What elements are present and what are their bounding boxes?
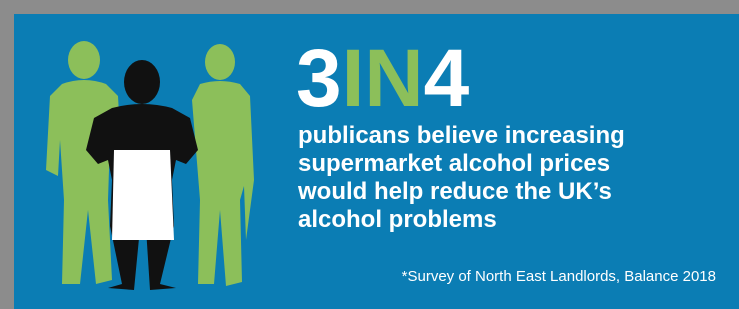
statement-line: publicans believe increasing bbox=[298, 122, 625, 149]
head bbox=[124, 60, 160, 104]
headline-number: 3 bbox=[296, 33, 342, 124]
head bbox=[205, 44, 235, 80]
headline-number: 4 bbox=[424, 33, 470, 124]
headline: 3IN4 bbox=[296, 33, 470, 124]
page: 3IN4 publicans believe increasing superm… bbox=[0, 0, 739, 309]
statement-line: would help reduce the UK’s bbox=[297, 178, 612, 205]
infographic: 3IN4 publicans believe increasing superm… bbox=[0, 0, 739, 309]
statement-line: supermarket alcohol prices bbox=[298, 150, 610, 177]
headline-word: IN bbox=[342, 33, 424, 124]
head bbox=[68, 41, 100, 79]
statement-line: alcohol problems bbox=[298, 206, 497, 233]
apron bbox=[112, 150, 174, 240]
footnote: *Survey of North East Landlords, Balance… bbox=[402, 268, 716, 285]
